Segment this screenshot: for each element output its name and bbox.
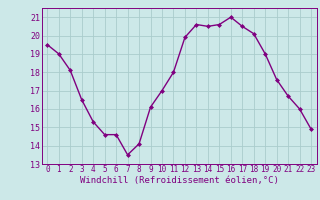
X-axis label: Windchill (Refroidissement éolien,°C): Windchill (Refroidissement éolien,°C)	[80, 176, 279, 185]
